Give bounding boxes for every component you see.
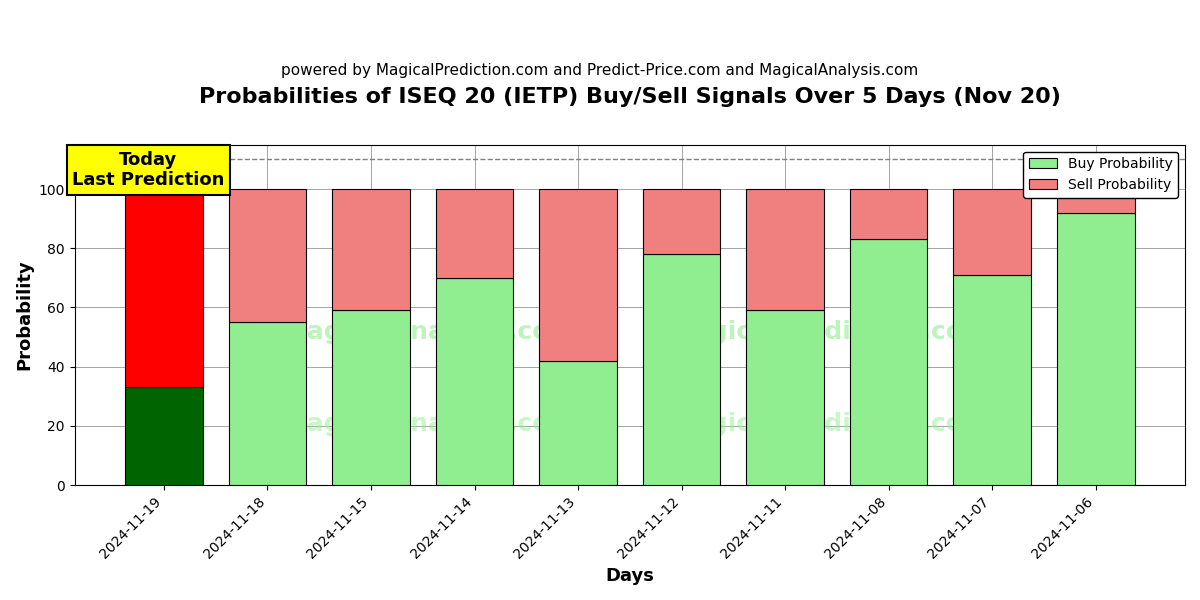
Text: MagicalAnalysis.com: MagicalAnalysis.com bbox=[283, 320, 577, 344]
Text: MagicalAnalysis.com: MagicalAnalysis.com bbox=[283, 412, 577, 436]
Bar bbox=[850, 239, 928, 485]
Bar bbox=[539, 361, 617, 485]
Text: MagicalPrediction.com: MagicalPrediction.com bbox=[670, 412, 990, 436]
Bar bbox=[332, 189, 410, 310]
Title: Probabilities of ISEQ 20 (IETP) Buy/Sell Signals Over 5 Days (Nov 20): Probabilities of ISEQ 20 (IETP) Buy/Sell… bbox=[199, 87, 1061, 107]
Bar bbox=[1057, 213, 1134, 485]
Bar bbox=[229, 189, 306, 322]
X-axis label: Days: Days bbox=[605, 567, 654, 585]
Bar bbox=[953, 189, 1031, 275]
Bar bbox=[436, 278, 514, 485]
Bar bbox=[643, 189, 720, 254]
Y-axis label: Probability: Probability bbox=[16, 259, 34, 370]
Bar bbox=[332, 310, 410, 485]
Bar bbox=[436, 189, 514, 278]
Bar bbox=[125, 388, 203, 485]
Bar bbox=[953, 275, 1031, 485]
Bar bbox=[746, 310, 824, 485]
Bar bbox=[643, 254, 720, 485]
Legend: Buy Probability, Sell Probability: Buy Probability, Sell Probability bbox=[1024, 152, 1178, 197]
Text: MagicalPrediction.com: MagicalPrediction.com bbox=[670, 320, 990, 344]
Bar bbox=[229, 322, 306, 485]
Bar bbox=[125, 189, 203, 388]
Bar bbox=[1057, 189, 1134, 213]
Bar bbox=[850, 189, 928, 239]
Text: powered by MagicalPrediction.com and Predict-Price.com and MagicalAnalysis.com: powered by MagicalPrediction.com and Pre… bbox=[281, 63, 919, 78]
Text: Today
Last Prediction: Today Last Prediction bbox=[72, 151, 224, 190]
Bar bbox=[746, 189, 824, 310]
Bar bbox=[539, 189, 617, 361]
